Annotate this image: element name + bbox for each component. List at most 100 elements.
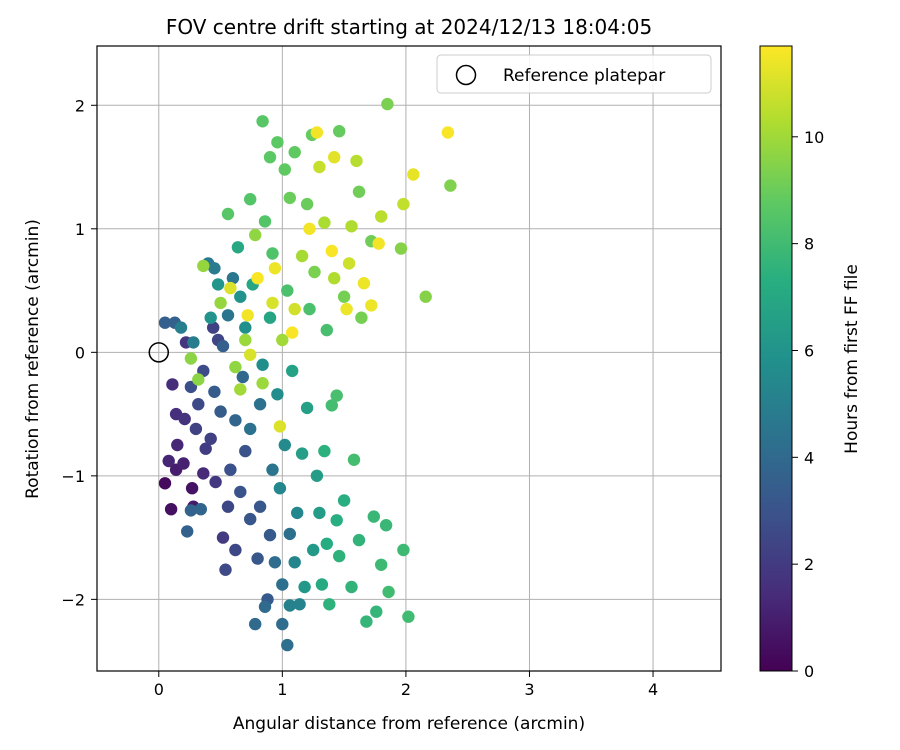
data-point bbox=[192, 398, 205, 411]
data-point bbox=[214, 296, 227, 310]
colorbar-gradient bbox=[759, 45, 793, 672]
data-point bbox=[345, 220, 358, 233]
data-point bbox=[239, 321, 252, 334]
data-point bbox=[337, 494, 351, 507]
colorbar-tick-label: 4 bbox=[804, 448, 814, 467]
y-tick-label: 0 bbox=[75, 343, 85, 362]
data-point bbox=[303, 302, 316, 316]
data-points bbox=[158, 97, 457, 652]
data-point bbox=[298, 580, 311, 594]
data-point bbox=[379, 519, 393, 532]
data-point bbox=[177, 457, 190, 470]
x-tick-label: 3 bbox=[524, 680, 534, 699]
data-point bbox=[313, 506, 326, 520]
data-point bbox=[320, 323, 333, 337]
data-point bbox=[266, 463, 279, 476]
data-point bbox=[441, 126, 455, 139]
data-point bbox=[207, 321, 220, 334]
data-point bbox=[273, 420, 287, 433]
data-point bbox=[328, 151, 341, 164]
data-point bbox=[251, 272, 264, 285]
data-point bbox=[239, 333, 252, 347]
data-point bbox=[229, 414, 242, 427]
data-point bbox=[281, 638, 294, 652]
data-point bbox=[444, 179, 457, 192]
x-tick-label: 1 bbox=[277, 680, 287, 699]
data-point bbox=[276, 617, 289, 631]
data-point bbox=[268, 556, 282, 569]
data-point bbox=[244, 348, 257, 361]
colorbar-tick-label: 6 bbox=[804, 341, 814, 360]
data-point bbox=[229, 360, 242, 374]
data-point bbox=[345, 580, 358, 594]
data-point bbox=[197, 467, 210, 480]
data-point bbox=[268, 262, 282, 275]
reference-platepar-marker bbox=[148, 342, 170, 363]
data-point bbox=[244, 193, 257, 206]
data-point bbox=[333, 125, 346, 138]
data-point bbox=[211, 278, 225, 291]
data-point bbox=[271, 388, 284, 401]
data-point bbox=[281, 284, 294, 297]
y-tick-label: −1 bbox=[61, 467, 85, 486]
data-point bbox=[271, 136, 284, 149]
colorbar-label: Hours from first FF file bbox=[842, 264, 862, 454]
data-point bbox=[189, 422, 203, 436]
data-point bbox=[184, 352, 198, 365]
data-point bbox=[313, 160, 326, 174]
data-point bbox=[249, 617, 262, 631]
data-point bbox=[318, 216, 331, 229]
data-point bbox=[181, 525, 194, 538]
data-point bbox=[236, 370, 249, 384]
colorbar-tick-label: 10 bbox=[804, 128, 824, 147]
data-point bbox=[310, 126, 324, 139]
data-point bbox=[308, 265, 321, 279]
data-point bbox=[273, 482, 287, 495]
data-point bbox=[178, 412, 191, 426]
data-point bbox=[397, 543, 410, 557]
data-point bbox=[219, 563, 232, 576]
data-point bbox=[216, 339, 230, 353]
data-point bbox=[288, 146, 301, 159]
data-point bbox=[226, 272, 240, 285]
data-point bbox=[303, 222, 316, 235]
data-point bbox=[283, 527, 296, 541]
data-point bbox=[234, 383, 247, 396]
data-point bbox=[397, 197, 410, 211]
data-point bbox=[291, 506, 304, 520]
data-point bbox=[256, 377, 269, 390]
data-point bbox=[375, 210, 388, 223]
data-point bbox=[209, 475, 222, 489]
data-point bbox=[278, 438, 291, 452]
colorbar-ticks: 0 2 4 6 8 10 bbox=[792, 128, 824, 681]
data-point bbox=[216, 531, 230, 544]
data-point bbox=[208, 385, 221, 398]
data-point bbox=[352, 185, 366, 198]
data-point bbox=[158, 316, 172, 329]
data-point bbox=[174, 321, 188, 334]
data-point bbox=[328, 272, 341, 285]
data-point bbox=[288, 556, 301, 569]
data-point bbox=[381, 97, 394, 111]
data-point bbox=[276, 578, 289, 591]
data-point bbox=[224, 463, 237, 476]
data-point bbox=[229, 543, 242, 557]
data-point bbox=[244, 422, 257, 436]
colorbar-tick-label: 8 bbox=[804, 235, 814, 254]
x-tick-label: 2 bbox=[401, 680, 411, 699]
colorbar: 0 2 4 6 8 10 Hours from first FF file bbox=[759, 45, 862, 681]
data-point bbox=[231, 241, 245, 254]
data-point bbox=[357, 277, 371, 290]
data-point bbox=[162, 454, 175, 468]
reference-marker-layer bbox=[148, 342, 170, 363]
data-point bbox=[295, 447, 309, 460]
data-point bbox=[372, 237, 385, 250]
data-point bbox=[197, 259, 210, 273]
chart-title: FOV centre drift starting at 2024/12/13 … bbox=[166, 15, 652, 39]
legend: Reference platepar bbox=[436, 54, 712, 94]
data-point bbox=[318, 444, 331, 458]
data-point bbox=[266, 247, 279, 260]
data-point bbox=[263, 151, 277, 164]
x-tick-label: 0 bbox=[154, 680, 164, 699]
data-point bbox=[295, 249, 309, 263]
